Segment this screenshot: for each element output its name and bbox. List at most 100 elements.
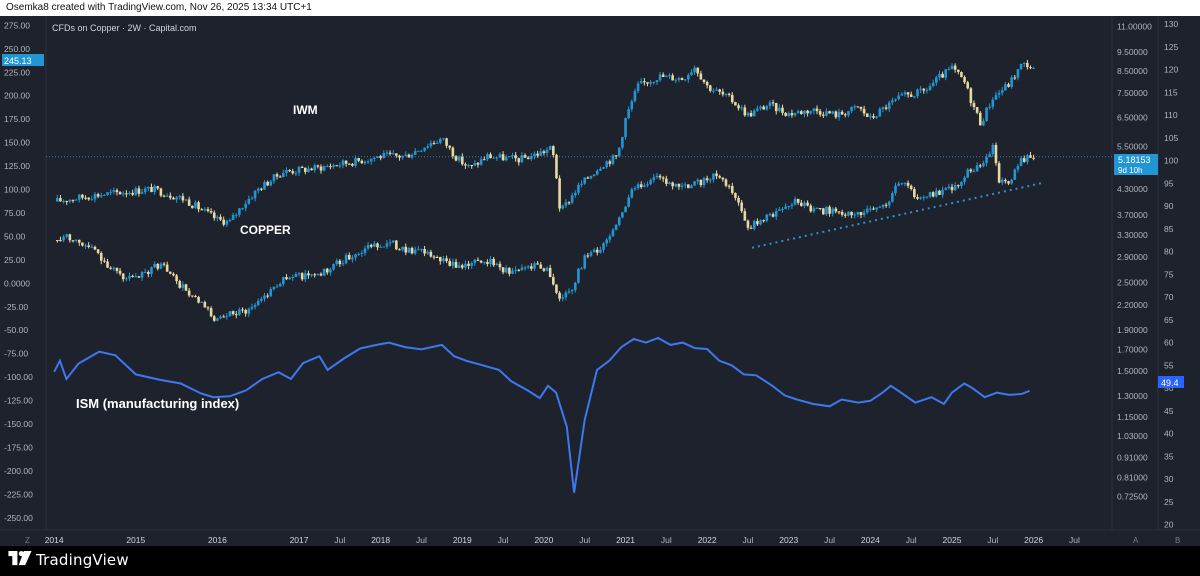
copper-candle xyxy=(1000,179,1004,183)
iwm-candle xyxy=(953,65,957,70)
iwm-candle xyxy=(887,102,891,109)
iwm-candle xyxy=(175,197,178,200)
iwm-candle xyxy=(790,113,794,116)
copper-candle xyxy=(972,171,976,173)
iwm-candle xyxy=(891,100,894,103)
iwm-candle xyxy=(156,186,160,189)
iwm-candle xyxy=(756,108,759,111)
left-axis-tick: -150.00 xyxy=(4,419,33,429)
iwm-candle xyxy=(59,198,62,202)
copper-candle xyxy=(884,204,888,206)
left-axis-tick: 125.00 xyxy=(4,161,30,171)
copper-candle xyxy=(796,198,800,203)
copper-candle xyxy=(649,179,652,185)
copper-candle xyxy=(536,263,539,265)
left-axis-tick: 250.00 xyxy=(4,44,30,54)
copper-candle xyxy=(313,274,317,276)
copper-candles xyxy=(56,142,1035,322)
iwm-candle xyxy=(464,164,467,166)
label-ism: ISM (manufacturing index) xyxy=(76,396,239,411)
iwm-candle xyxy=(652,82,656,84)
time-axis-tick: Jul xyxy=(743,535,754,545)
iwm-candle xyxy=(749,113,753,117)
left-axis-tick: -175.00 xyxy=(4,442,33,452)
copper-candle xyxy=(216,318,219,321)
iwm-candle xyxy=(278,176,282,178)
copper-candle xyxy=(614,224,618,230)
chart-area[interactable]: CFDs on Copper · 2W · Capital.com 275.00… xyxy=(0,16,1200,546)
time-axis-tick: 2020 xyxy=(534,535,553,545)
copper-candle xyxy=(423,249,426,254)
copper-candle xyxy=(592,249,596,253)
left-axis-tick: 150.00 xyxy=(4,138,30,148)
iwm-candle xyxy=(624,118,627,138)
label-iwm: IWM xyxy=(293,103,318,117)
copper-candle xyxy=(768,214,772,216)
copper-candle xyxy=(495,263,499,266)
copper-candle xyxy=(272,286,276,290)
iwm-candle xyxy=(705,82,709,86)
iwm-candle xyxy=(150,186,153,193)
copper-candle xyxy=(680,185,684,187)
iwm-candle xyxy=(256,188,260,191)
iwm-candle xyxy=(203,209,207,211)
copper-candle xyxy=(749,227,753,229)
iwm-candle xyxy=(115,190,119,193)
price-axis-tick: 9.50000 xyxy=(1117,47,1148,57)
copper-candle xyxy=(668,182,671,184)
time-axis-tick: 2014 xyxy=(45,535,64,545)
iwm-candle xyxy=(633,90,637,102)
time-axis-tick: Jul xyxy=(906,535,917,545)
iwm-candle xyxy=(982,120,985,126)
iwm-candle xyxy=(495,157,499,159)
price-axis-tick: 1.15000 xyxy=(1117,412,1148,422)
iwm-candle xyxy=(988,106,991,108)
copper-candle xyxy=(329,269,332,273)
chart-svg[interactable]: CFDs on Copper · 2W · Capital.com 275.00… xyxy=(0,16,1200,546)
iwm-candle xyxy=(843,114,847,116)
copper-candle xyxy=(712,173,715,180)
iwm-candle xyxy=(630,101,634,110)
left-axis-tick: -125.00 xyxy=(4,396,33,406)
iwm-candle xyxy=(398,155,401,158)
copper-candle xyxy=(925,196,929,198)
iwm-candle xyxy=(244,203,247,209)
iwm-candle xyxy=(181,196,185,201)
copper-candle xyxy=(1010,179,1013,184)
iwm-candle xyxy=(909,94,913,97)
left-last-value-badge: 245.13 xyxy=(2,54,44,66)
copper-candle xyxy=(291,276,295,278)
copper-candle xyxy=(426,251,430,254)
copper-candle xyxy=(335,260,339,264)
copper-candle xyxy=(624,206,627,213)
iwm-candle xyxy=(925,90,929,92)
copper-candle xyxy=(705,178,709,181)
iwm-candle xyxy=(99,195,103,197)
iwm-candle xyxy=(1019,63,1023,70)
copper-candle xyxy=(580,268,583,270)
left-axis-tick: -200.00 xyxy=(4,466,33,476)
iwm-candle xyxy=(439,138,442,143)
copper-candle xyxy=(617,217,621,225)
left-axis-ticks: 275.00 250.00 225.00 200.00 175.00 150.00 125.… xyxy=(4,20,33,522)
copper-candle xyxy=(636,184,640,189)
copper-candle xyxy=(545,267,549,271)
ism-series-line xyxy=(53,336,1030,493)
iwm-candle xyxy=(530,156,533,160)
copper-candle xyxy=(919,197,922,199)
copper-candle xyxy=(639,184,643,188)
ism-value-badge: 49.4 xyxy=(1158,376,1184,388)
copper-candle xyxy=(109,267,112,269)
copper-candle xyxy=(147,271,150,275)
iwm-candle xyxy=(388,152,392,154)
copper-candle xyxy=(435,257,439,259)
iwm-candle xyxy=(1010,77,1013,87)
price-axis-tick: 2.50000 xyxy=(1117,278,1148,288)
copper-candle xyxy=(646,184,649,186)
iwm-candle xyxy=(382,152,386,159)
copper-candle xyxy=(630,189,634,198)
copper-candle xyxy=(865,208,869,213)
iwm-candle xyxy=(828,111,831,114)
iwm-candle xyxy=(639,81,643,84)
